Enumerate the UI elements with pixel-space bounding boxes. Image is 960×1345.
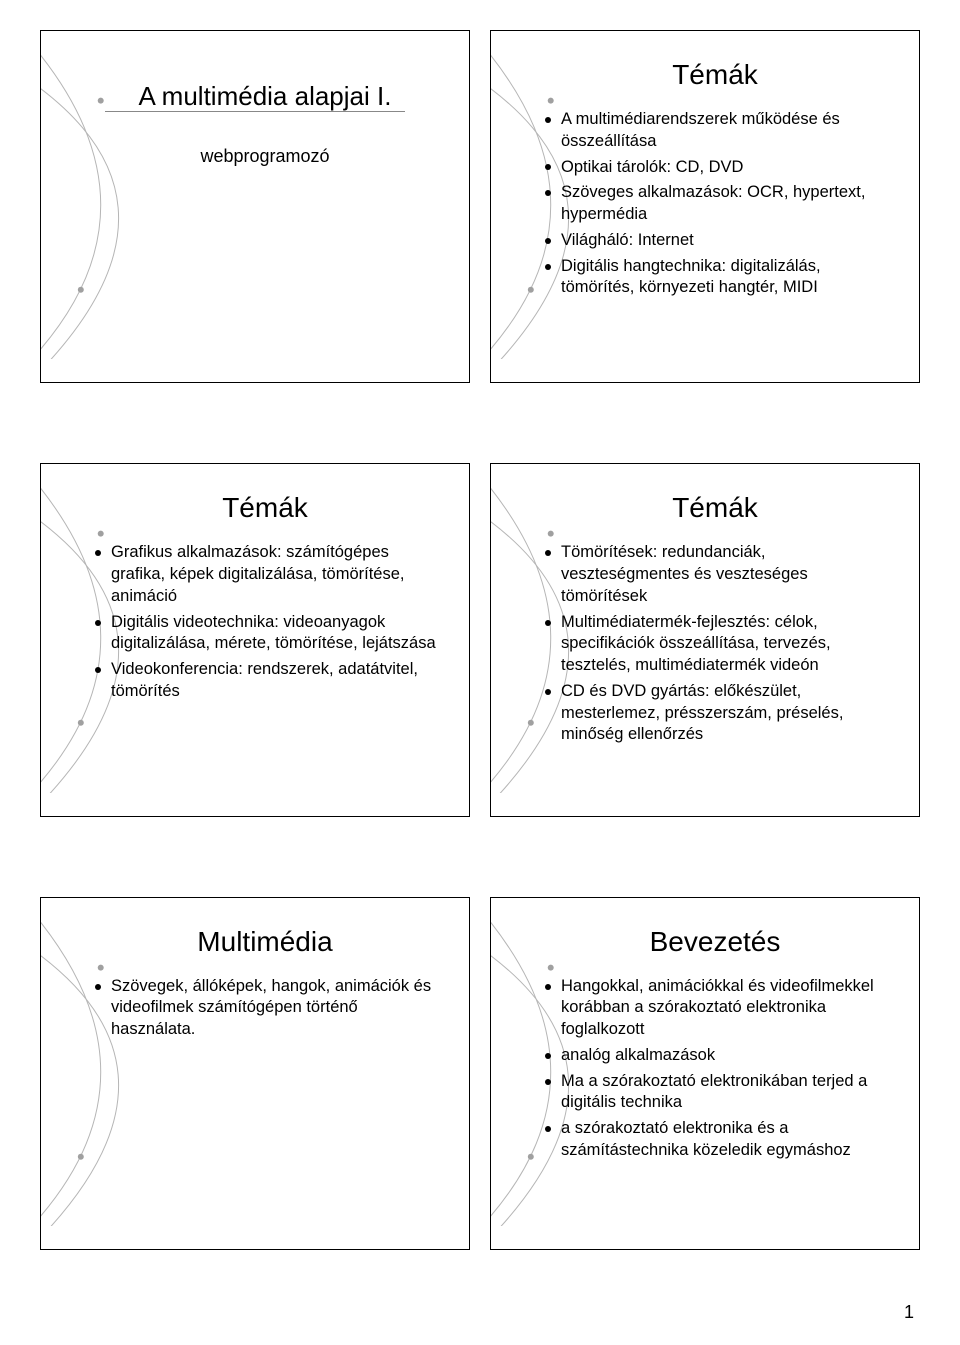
list-item: Multimédiatermék-fejlesztés: célok, spec… <box>545 612 891 677</box>
slide-1: A multimédia alapjai I. webprogramozó <box>40 30 470 383</box>
list-item: A multimédiarendszerek működése és össze… <box>545 109 891 153</box>
slide-4: Témák Tömörítések: redundanciák, vesztes… <box>490 463 920 816</box>
slide-6: Bevezetés Hangokkal, animációkkal és vid… <box>490 897 920 1250</box>
slide-title: Bevezetés <box>539 926 891 958</box>
slide-2: Témák A multimédiarendszerek működése és… <box>490 30 920 383</box>
title-divider <box>105 111 405 112</box>
slide-title: Témák <box>539 492 891 524</box>
slide-title: A multimédia alapjai I. <box>89 81 441 112</box>
bullet-list: Tömörítések: redundanciák, veszteségment… <box>539 542 891 746</box>
list-item: CD és DVD gyártás: előkészület, mesterle… <box>545 681 891 746</box>
slide-title: Témák <box>89 492 441 524</box>
slide-subtitle: webprogramozó <box>89 146 441 167</box>
bullet-list: A multimédiarendszerek működése és össze… <box>539 109 891 299</box>
slide-5: Multimédia Szövegek, állóképek, hangok, … <box>40 897 470 1250</box>
bullet-list: Hangokkal, animációkkal és videofilmekke… <box>539 976 891 1162</box>
list-item: Videokonferencia: rendszerek, adatátvite… <box>95 659 441 703</box>
slide-3: Témák Grafikus alkalmazások: számítógépe… <box>40 463 470 816</box>
slide-title: Multimédia <box>89 926 441 958</box>
list-item: Szöveges alkalmazások: OCR, hypertext, h… <box>545 182 891 226</box>
list-item: analóg alkalmazások <box>545 1045 891 1067</box>
bullet-list: Grafikus alkalmazások: számítógépes graf… <box>89 542 441 702</box>
list-item: Grafikus alkalmazások: számítógépes graf… <box>95 542 441 607</box>
bullet-list: Szövegek, állóképek, hangok, animációk é… <box>89 976 441 1041</box>
list-item: Optikai tárolók: CD, DVD <box>545 157 891 179</box>
list-item: Digitális videotechnika: videoanyagok di… <box>95 612 441 656</box>
list-item: a szórakoztató elektronika és a számítás… <box>545 1118 891 1162</box>
list-item: Tömörítések: redundanciák, veszteségment… <box>545 542 891 607</box>
list-item: Digitális hangtechnika: digitalizálás, t… <box>545 256 891 300</box>
slide-title: Témák <box>539 59 891 91</box>
slide-grid: A multimédia alapjai I. webprogramozó Té… <box>40 30 920 1250</box>
page-number: 1 <box>904 1302 914 1323</box>
page: A multimédia alapjai I. webprogramozó Té… <box>0 0 960 1345</box>
list-item: Hangokkal, animációkkal és videofilmekke… <box>545 976 891 1041</box>
list-item: Világháló: Internet <box>545 230 891 252</box>
list-item: Ma a szórakoztató elektronikában terjed … <box>545 1071 891 1115</box>
list-item: Szövegek, állóképek, hangok, animációk é… <box>95 976 441 1041</box>
